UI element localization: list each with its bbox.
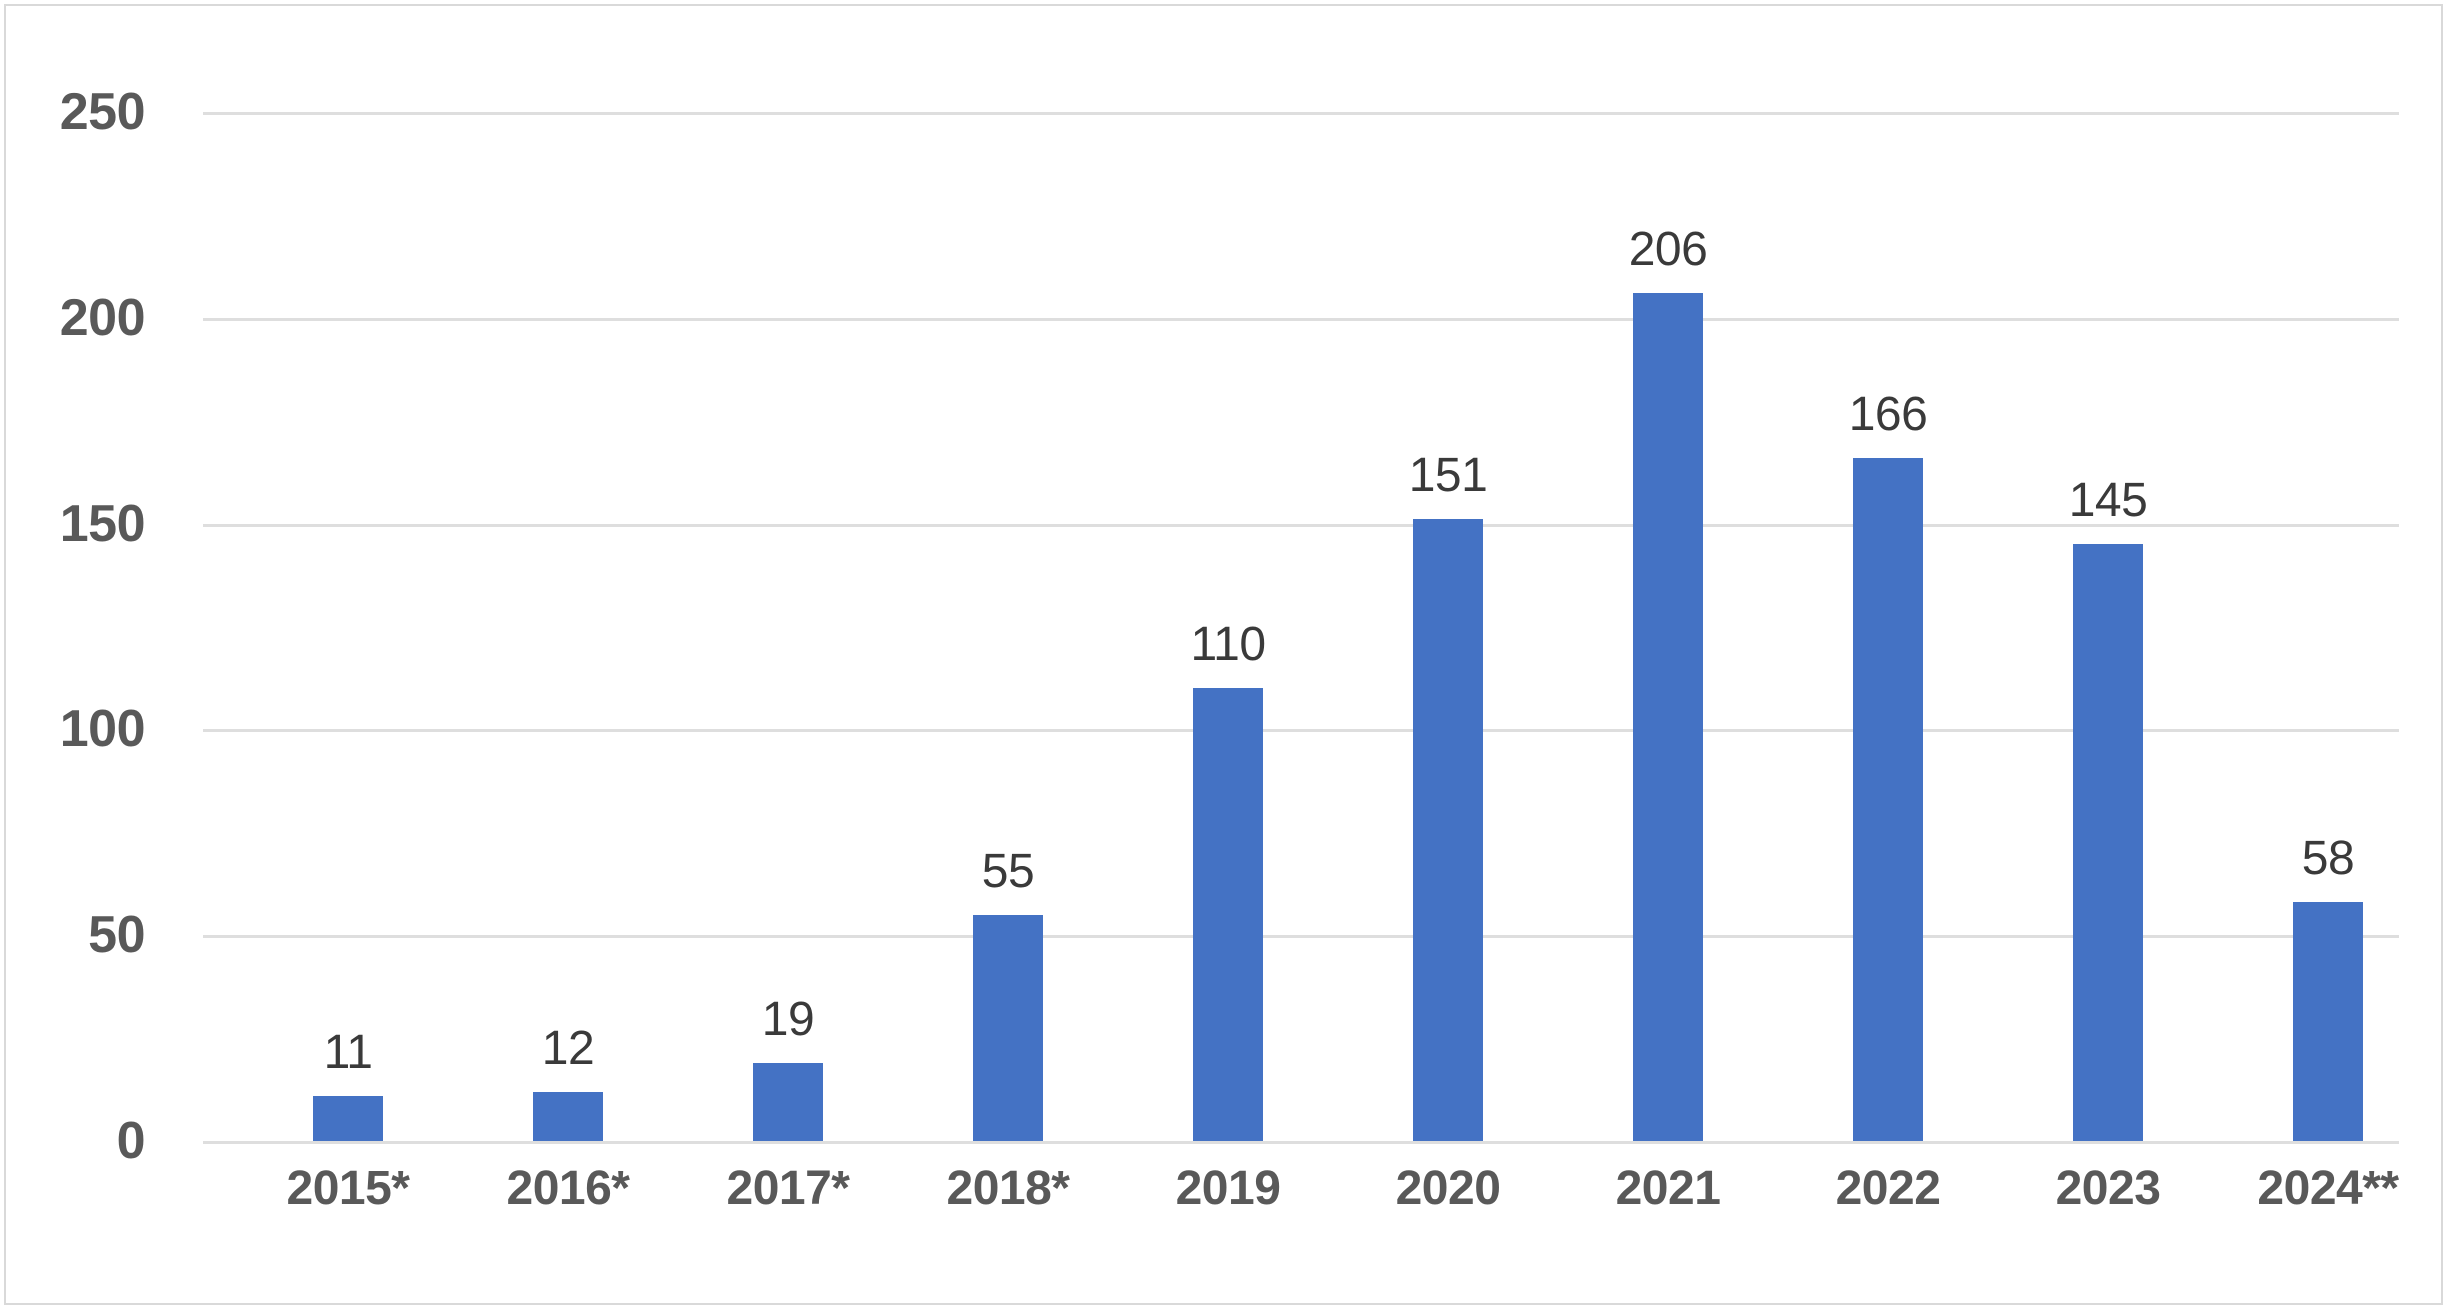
bar-value-label: 166: [1848, 387, 1928, 441]
bar-value-label: 58: [2301, 832, 2355, 886]
x-axis-tick-slot: 2020: [1338, 1161, 1558, 1216]
x-axis-tick-slot: 2021: [1558, 1161, 1778, 1216]
x-axis-tick-slot: 2022: [1778, 1161, 1998, 1216]
bar-slot: 55: [898, 112, 1118, 1141]
x-axis-tick-slot: 2016*: [458, 1161, 678, 1216]
y-axis-tick-label: 100: [59, 700, 146, 759]
y-axis-tick-label: 150: [59, 494, 146, 553]
bar-2024**[interactable]: [2293, 902, 2363, 1141]
bar-2020[interactable]: [1413, 519, 1483, 1141]
bar-slot: 145: [1998, 112, 2218, 1141]
bar-slot: 166: [1778, 112, 1998, 1141]
bar-slot: 19: [678, 112, 898, 1141]
y-axis-tick-label: 200: [59, 288, 146, 347]
gridline-0: [203, 1141, 2399, 1144]
x-axis-tick-slot: 2019: [1118, 1161, 1338, 1216]
bar-2018*[interactable]: [973, 914, 1043, 1141]
y-axis-tick-label: 50: [88, 906, 145, 965]
x-axis-tick-slot: 2023: [1998, 1161, 2218, 1216]
x-axis-tick-slot: 2018*: [898, 1161, 1118, 1216]
bar-value-label: 11: [323, 1025, 373, 1079]
x-axis-tick-label: 2018*: [946, 1162, 1070, 1215]
bar-slot: 151: [1338, 112, 1558, 1141]
x-axis-tick-label: 2024**: [2257, 1162, 2399, 1215]
bar-slot: 110: [1118, 112, 1338, 1141]
chart-frame: 11 12 19 55 110 151 206 166 145 58 0 50 100 150 200 25…: [4, 4, 2443, 1305]
x-axis-tick-label: 2023: [2055, 1162, 2161, 1215]
x-axis-tick-label: 2016*: [506, 1162, 630, 1215]
x-axis-tick-label: 2020: [1395, 1162, 1501, 1215]
bar-2015*[interactable]: [313, 1095, 383, 1141]
x-axis-tick-slot: 2024**: [2218, 1161, 2438, 1216]
x-axis-tick-slot: 2015*: [238, 1161, 458, 1216]
bar-slot: 58: [2218, 112, 2438, 1141]
bar-2021[interactable]: [1633, 293, 1703, 1141]
gridline-100: [203, 729, 2399, 733]
bar-2019[interactable]: [1193, 688, 1263, 1141]
bar-2017*[interactable]: [753, 1062, 823, 1141]
bar-slot: 12: [458, 112, 678, 1141]
x-axis-tick-label: 2019: [1175, 1162, 1281, 1215]
bar-value-label: 145: [2068, 474, 2148, 528]
bar-value-label: 12: [541, 1021, 595, 1075]
x-axis-tick-label: 2022: [1835, 1162, 1941, 1215]
plot-area: 11 12 19 55 110 151 206 166 145 58: [203, 112, 2399, 1144]
bar-value-label: 110: [1190, 618, 1266, 672]
gridline-150: [203, 523, 2399, 527]
bar-value-label: 206: [1628, 223, 1708, 277]
y-axis: 0 50 100 150 200 250: [6, 6, 203, 1309]
bar-value-label: 151: [1408, 449, 1488, 503]
y-axis-tick-label: 250: [59, 83, 146, 141]
gridline-250: [203, 112, 2399, 115]
bar-slot: 11: [238, 112, 458, 1141]
y-axis-tick-label: 0: [116, 1112, 146, 1170]
x-axis: 2015* 2016* 2017* 2018* 2019 2020 2021 2022 2023…: [203, 1161, 2400, 1241]
gridline-50: [203, 935, 2399, 939]
bar-2016*[interactable]: [533, 1091, 603, 1141]
bar-value-label: 55: [981, 844, 1035, 898]
bar-2023[interactable]: [2073, 544, 2143, 1141]
x-axis-tick-slot: 2017*: [678, 1161, 898, 1216]
gridline-200: [203, 317, 2399, 321]
bar-2022[interactable]: [1853, 457, 1923, 1141]
x-axis-tick-label: 2017*: [726, 1162, 850, 1215]
x-axis-tick-label: 2021: [1615, 1162, 1721, 1215]
x-axis-tick-label: 2015*: [286, 1162, 410, 1215]
bar-value-label: 19: [761, 992, 815, 1046]
bar-slot: 206: [1558, 112, 1778, 1141]
